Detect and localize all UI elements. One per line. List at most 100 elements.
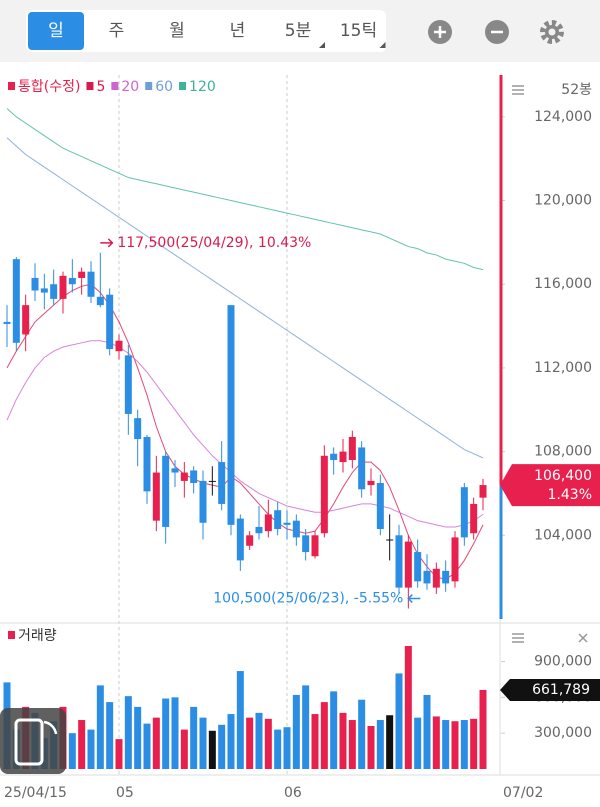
candle-body [171, 468, 179, 473]
y-tick-label: 300,000 [534, 725, 592, 741]
candle-body [190, 470, 198, 483]
candle-body [12, 259, 20, 343]
candle-body [96, 296, 104, 306]
annotation: 100,500(25/06/23), -5.55% [213, 591, 403, 607]
candle-body [414, 552, 422, 582]
candle-body [264, 514, 272, 532]
volume-bar [311, 714, 319, 769]
candle-body [3, 321, 11, 324]
volume-bar [171, 697, 179, 769]
candle-body [376, 483, 384, 530]
candle-body [22, 305, 30, 335]
ma-line [6, 108, 484, 271]
candle-body [292, 520, 300, 538]
candle-body [479, 485, 487, 498]
volume-bar [78, 720, 86, 769]
candle-body [199, 480, 207, 523]
volume-bar [180, 729, 188, 769]
candle-body [320, 455, 328, 534]
candle-body [68, 277, 76, 285]
volume-bar [255, 712, 263, 769]
volume-bar [115, 739, 123, 769]
candle-body [152, 472, 160, 521]
volume-bar [414, 717, 422, 769]
volume-bar [395, 673, 403, 769]
candle-body [432, 568, 440, 588]
ma-line [6, 340, 484, 528]
volume-bar [162, 698, 170, 769]
period-label: 52봉 [561, 82, 592, 98]
volume-bar [152, 717, 160, 769]
annotation-arrow [407, 594, 421, 604]
volume-bar [320, 702, 328, 769]
x-tick-label: 06 [284, 785, 302, 801]
volume-bar [264, 718, 272, 769]
tab[interactable]: 15틱 [340, 21, 377, 41]
price-badge [500, 464, 600, 507]
volume-bar [274, 729, 282, 769]
candle-body [162, 455, 170, 527]
y-tick-label: 116,000 [534, 276, 592, 292]
candle-body [134, 418, 142, 440]
zoom-in[interactable] [428, 20, 452, 44]
legend-label: 20 [121, 79, 139, 95]
volume-bar [404, 645, 412, 769]
y-tick-label: 112,000 [534, 360, 592, 376]
volume-bar [470, 718, 478, 769]
candle-body [404, 541, 412, 588]
volume-bar [124, 696, 132, 769]
tab[interactable]: 년 [230, 21, 246, 41]
legend-swatch [86, 82, 94, 90]
tab[interactable]: 일 [48, 21, 64, 41]
volume-bar [199, 717, 207, 769]
volume-bar [246, 717, 254, 769]
volume-bar [302, 685, 310, 769]
volume-bar [96, 685, 104, 769]
volume-bar [190, 706, 198, 769]
volume-bar [330, 691, 338, 769]
volume-swatch [8, 631, 15, 639]
candle-body [367, 480, 375, 486]
volume-bar [68, 733, 76, 769]
candle-body [283, 522, 291, 525]
x-tick-label: 05 [116, 785, 134, 801]
menu-icon[interactable] [512, 85, 524, 95]
tab[interactable]: 5분 [285, 21, 311, 41]
tab-active [28, 12, 84, 50]
volume-last-label: 661,789 [532, 682, 590, 698]
y-tick-label: 120,000 [534, 193, 592, 209]
candle-body [330, 453, 338, 460]
volume-bar [442, 720, 450, 769]
zoom-out[interactable] [485, 20, 509, 44]
rotate-button[interactable] [0, 708, 66, 774]
volume-bar [451, 721, 459, 769]
candle-body [348, 436, 356, 460]
volume-bar [143, 723, 151, 769]
candle-body [274, 510, 282, 530]
candle-body [143, 436, 151, 492]
legend-swatch [8, 82, 15, 90]
volume-bar [367, 726, 375, 769]
tab-bar [26, 10, 386, 52]
legend-label: 통합(수정) [18, 79, 80, 95]
candle-body [386, 539, 394, 541]
volume-bar [358, 699, 366, 769]
volume-bar [423, 694, 431, 769]
candle-body [78, 271, 86, 278]
candle-body [208, 480, 216, 482]
y-tick-label: 104,000 [534, 527, 592, 543]
menu-icon[interactable] [512, 633, 524, 643]
candle-body [302, 535, 310, 553]
volume-bar [283, 727, 291, 769]
settings[interactable] [540, 20, 564, 44]
change-label: 1.43% [548, 487, 592, 503]
volume-bar [479, 689, 487, 769]
tab[interactable]: 월 [169, 21, 185, 41]
close-icon[interactable] [578, 633, 588, 643]
legend-swatch [179, 82, 187, 90]
volume-bar [106, 702, 114, 769]
tab[interactable]: 주 [109, 21, 125, 41]
volume-bar [432, 716, 440, 769]
volume-bar [227, 714, 235, 769]
